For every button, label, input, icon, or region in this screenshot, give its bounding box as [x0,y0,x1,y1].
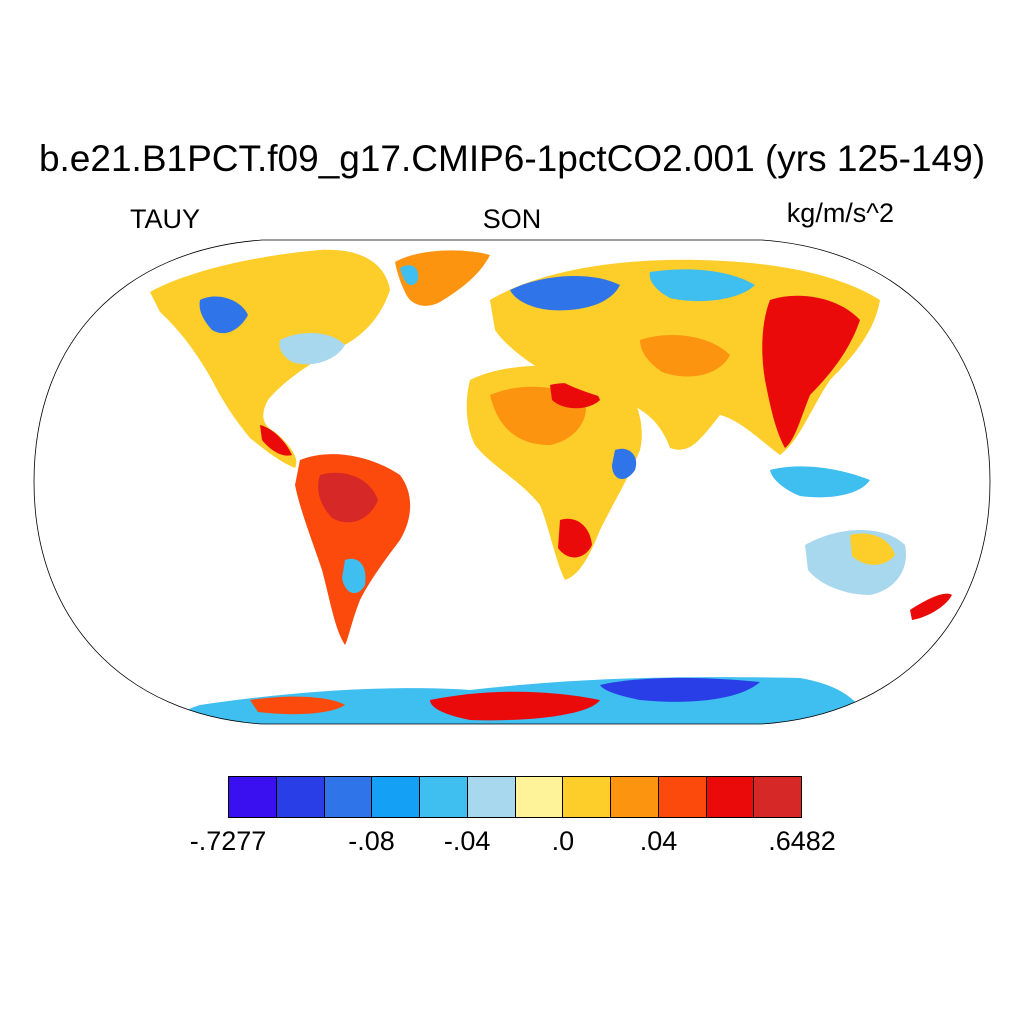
colorbar-swatch [754,777,801,817]
greenland-land [395,250,490,306]
colorbar-tick-label: -.08 [348,826,395,856]
colorbar-tick-label: .6482 [768,826,836,856]
colorbar-swatch [467,777,516,817]
colorbar-tick-label: -.7277 [189,826,267,856]
new-zealand-land [910,593,952,620]
land-fields [150,249,952,724]
eurasia-lightblue [649,269,755,302]
africa-south-red [558,518,592,558]
antarctica-red-west [250,696,345,715]
north-america-blue [199,296,248,334]
eurasia-orange [640,335,730,377]
maritime-asia-land [770,466,870,498]
variable-label: TAUY [130,204,201,234]
africa-blue [612,448,637,480]
eurasia-red [762,295,860,448]
south-america-blue [342,558,366,594]
colorbar-swatch [515,777,564,817]
colorbar-tick-label: -.04 [443,826,491,856]
colorbar-swatch [324,777,373,817]
colorbar-swatch [706,777,755,817]
north-america-red [260,425,292,456]
north-america-lightblue [279,333,345,365]
colorbar-swatch [420,777,468,817]
colorbar-swatch [229,777,277,817]
antarctica-blue [600,677,760,702]
colorbar-swatch [563,777,611,817]
colorbar-swatch [611,777,659,817]
antarctica-red [430,691,600,721]
colorbar [228,776,802,818]
colorbar-swatch [658,777,707,817]
globe-outline [33,239,991,725]
eurasia-blue [510,275,620,311]
plot-title: b.e21.B1PCT.f09_g17.CMIP6-1pctCO2.001 (y… [38,138,986,179]
season-label: SON [482,204,542,234]
colorbar-tick-label: .04 [639,826,678,856]
south-america-red [318,472,378,523]
colorbar-swatch [276,777,325,817]
colorbar-tick-label: .0 [551,826,575,856]
units-label: kg/m/s^2 [786,198,894,228]
colorbar-swatch [372,777,420,817]
australia-yellow [850,533,895,565]
greenland-blue [400,265,419,286]
